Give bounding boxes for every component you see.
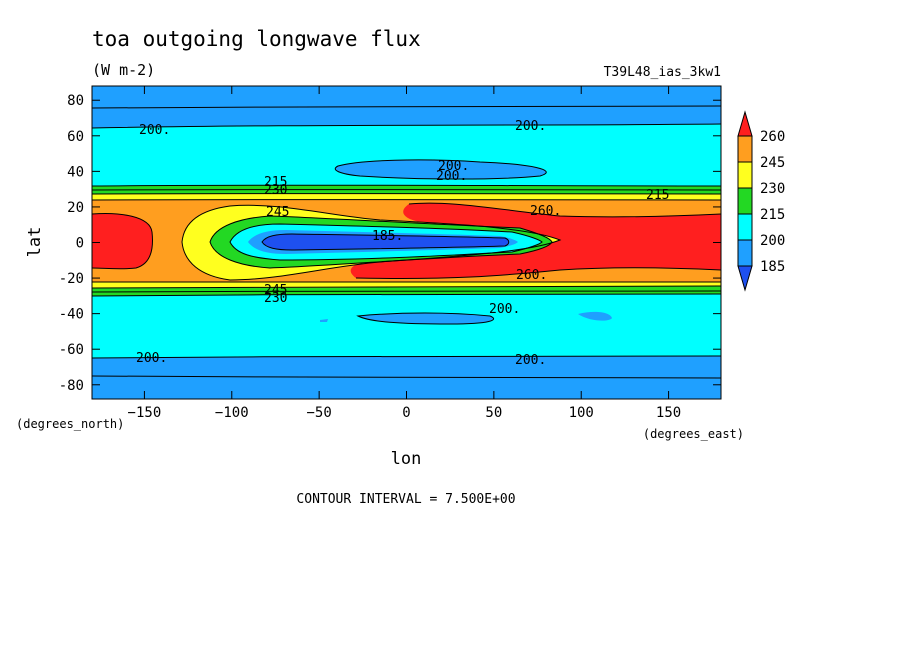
y-tick-label: 0 [76, 236, 84, 252]
contour-lines [92, 105, 721, 379]
chart-title: toa outgoing longwave flux [92, 27, 421, 51]
contour-label: 200. [515, 353, 546, 368]
y-axis-label: lat [25, 227, 45, 258]
contour-label: 200. [436, 169, 467, 184]
contour-label: 260. [516, 268, 547, 283]
contour-label: 200. [438, 159, 469, 174]
colorbar-segment [737, 239, 753, 267]
colorbar-label: 215 [760, 207, 785, 223]
x-tick-label: −150 [128, 405, 162, 421]
x-axis: −150 −100 −50 0 50 100 150 [128, 86, 681, 421]
y-tick-label: 20 [67, 200, 84, 216]
contour-label: 230 [264, 291, 287, 306]
contour-label: 245 [266, 205, 289, 220]
x-tick-label: 0 [402, 405, 410, 421]
contour-field [92, 86, 721, 399]
colorbar-label: 200 [760, 233, 785, 249]
run-label: T39L48_ias_3kw1 [604, 65, 721, 80]
colorbar-bottom-arrow [737, 265, 753, 292]
x-axis-label: lon [391, 449, 422, 469]
y-tick-label: 80 [67, 93, 84, 109]
units-label: (W m-2) [92, 61, 155, 79]
contour-labels: 200. 215 230 245 260. 185. 200. 200. 200… [136, 119, 669, 368]
contour-label: 200. [515, 119, 546, 134]
y-tick-label: -80 [59, 378, 84, 394]
colorbar-segment [737, 161, 753, 189]
y-tick-label: -60 [59, 342, 84, 358]
colorbar-label: 260 [760, 129, 785, 145]
contour-label: 260. [530, 204, 561, 219]
contour-label: 245 [264, 283, 287, 298]
contour-label: 200. [136, 351, 167, 366]
x-tick-label: −100 [215, 405, 249, 421]
colorbar-segment [737, 187, 753, 215]
y-units-label: (degrees_north) [16, 417, 124, 431]
colorbar-segment [737, 135, 753, 163]
x-tick-label: 150 [656, 405, 681, 421]
contour-label: 200. [489, 302, 520, 317]
colorbar-label: 185 [760, 259, 785, 275]
x-tick-label: 100 [569, 405, 594, 421]
contour-label: 230 [264, 183, 287, 198]
y-tick-label: 40 [67, 164, 84, 180]
y-tick-label: 60 [67, 129, 84, 145]
colorbar-top-arrow [737, 110, 753, 137]
footer-text: CONTOUR INTERVAL = 7.500E+00 [296, 492, 515, 507]
blue-dot [320, 319, 328, 322]
contour-label: 215 [646, 188, 669, 203]
contour-label: 200. [139, 123, 170, 138]
colorbar-label: 245 [760, 155, 785, 171]
blue-patch-south [358, 311, 612, 324]
blue-patch-north [335, 159, 547, 179]
contour-label: 215 [264, 175, 287, 190]
contour-label: 185. [372, 229, 403, 244]
y-tick-label: -20 [59, 271, 84, 287]
colorbar-segment [737, 213, 753, 241]
colorbar: 260 245 230 215 200 185 [737, 110, 785, 292]
colorbar-label: 230 [760, 181, 785, 197]
red-west [92, 213, 153, 269]
x-units-label: (degrees_east) [643, 427, 744, 441]
y-tick-label: -40 [59, 307, 84, 323]
dark-blue-core [262, 234, 509, 250]
x-tick-label: 50 [485, 405, 502, 421]
x-tick-label: −50 [306, 405, 331, 421]
y-axis: 80 60 40 20 0 -20 -40 -60 -80 [59, 93, 721, 394]
